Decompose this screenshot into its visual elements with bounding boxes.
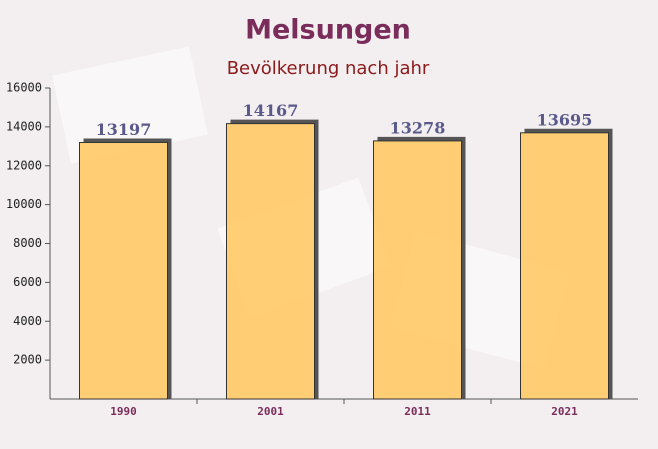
y-tick-label: 16000 xyxy=(6,81,42,95)
x-tick-label: 2021 xyxy=(551,405,578,418)
chart-subtitle: Bevölkerung nach jahr xyxy=(227,58,430,79)
y-tick-label: 6000 xyxy=(13,275,42,289)
y-tick-label: 2000 xyxy=(13,353,42,367)
value-label: 13197 xyxy=(96,120,152,139)
bar xyxy=(79,141,168,400)
bar xyxy=(520,132,609,400)
value-label: 13278 xyxy=(390,118,446,137)
chart-title: Melsungen xyxy=(245,15,411,46)
value-label: 14167 xyxy=(243,101,299,120)
value-label: 13695 xyxy=(537,110,593,129)
x-tick-label: 2001 xyxy=(257,405,284,418)
y-tick-label: 8000 xyxy=(13,236,42,250)
decor xyxy=(52,46,208,164)
bar xyxy=(226,123,315,400)
x-tick-label: 1990 xyxy=(110,405,137,418)
y-tick-label: 14000 xyxy=(6,119,42,133)
y-tick-label: 12000 xyxy=(6,158,42,172)
y-tick-label: 10000 xyxy=(6,197,42,211)
bar xyxy=(373,140,462,400)
x-tick-label: 2011 xyxy=(404,405,431,418)
y-tick-label: 4000 xyxy=(13,314,42,328)
